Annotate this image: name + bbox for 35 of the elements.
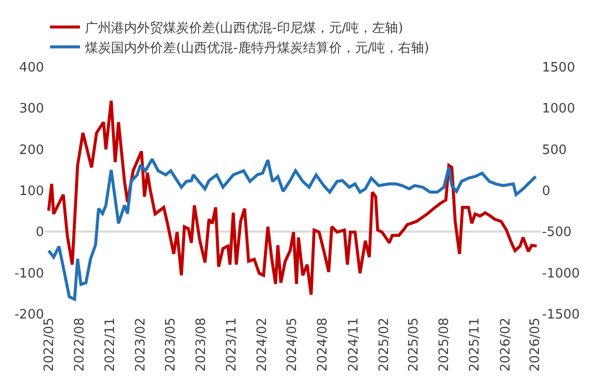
x-tick-label: 2022/05 — [42, 318, 57, 372]
y2-tick-label: -500 — [542, 225, 572, 240]
x-tick-label: 2024/08 — [316, 318, 331, 372]
x-tick-label: 2023/02 — [134, 318, 149, 372]
line-series — [47, 99, 538, 296]
y-tick-label: 100 — [19, 184, 44, 200]
legend-label: 煤炭国内外价差(山西优混-鹿特丹煤炭结算价，元/吨，右轴) — [85, 40, 430, 56]
x-tick-label: 2026/02 — [498, 318, 514, 372]
x-tick-label: 2024/11 — [346, 318, 362, 372]
y-tick-label: -200 — [14, 308, 44, 323]
x-tick-label: 2023/05 — [163, 318, 178, 372]
y-tick-label: 400 — [19, 60, 44, 76]
x-tick-label: 2023/08 — [194, 318, 209, 372]
y2-tick-label: -1000 — [542, 266, 580, 282]
x-tick-label: 2023/11 — [224, 318, 240, 372]
y2-tick-label: 0 — [542, 184, 550, 200]
y-tick-label: 200 — [19, 142, 44, 158]
x-tick-label: 2024/02 — [255, 318, 270, 372]
y2-tick-label: 500 — [542, 142, 567, 158]
y-tick-label: 300 — [19, 102, 44, 117]
x-tick-label: 2025/08 — [437, 318, 452, 372]
x-tick-label: 2026/05 — [528, 318, 543, 372]
line-series — [47, 158, 538, 301]
x-tick-label: 2022/08 — [72, 318, 88, 372]
y2-tick-label: -1500 — [542, 308, 580, 323]
y-tick-label: 0 — [36, 225, 44, 240]
x-tick-label: 2025/02 — [376, 318, 392, 372]
y2-tick-label: 1500 — [542, 60, 576, 76]
x-tick-label: 2022/11 — [103, 318, 118, 372]
legend-label: 广州港内外贸煤炭价差(山西优混-印尼煤，元/吨，左轴) — [85, 21, 404, 36]
y-tick-label: -100 — [14, 266, 44, 282]
x-tick-label: 2025/05 — [406, 318, 422, 372]
y2-tick-label: 1000 — [542, 102, 576, 117]
x-tick-label: 2024/05 — [285, 318, 300, 372]
x-tick-label: 2025/11 — [468, 318, 483, 372]
